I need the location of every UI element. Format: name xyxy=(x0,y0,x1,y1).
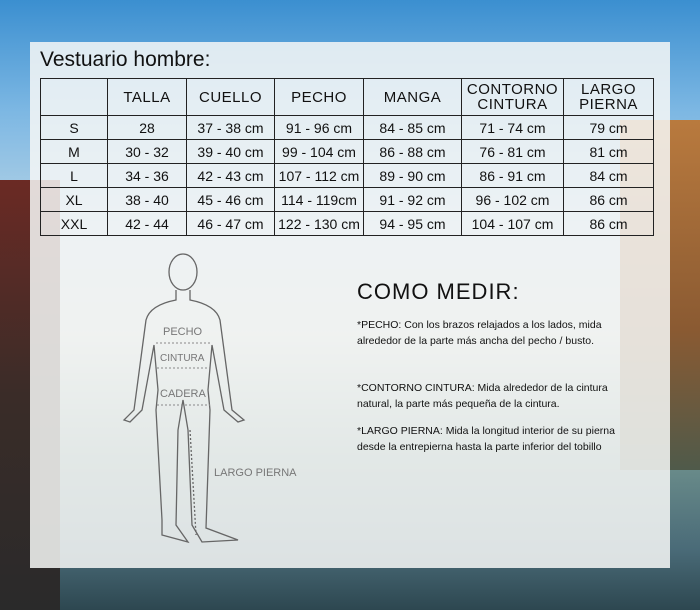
table-cell: 39 - 40 cm xyxy=(186,139,275,164)
table-cell: 45 - 46 cm xyxy=(186,187,275,212)
table-row: XL 38 - 40 45 - 46 cm 114 - 119cm 91 - 92 cm… xyxy=(40,187,654,212)
table-row: L 34 - 36 42 - 43 cm 107 - 112 cm 89 - 90 cm… xyxy=(40,163,654,188)
table-cell: 114 - 119cm xyxy=(274,187,364,212)
table-cell: 46 - 47 cm xyxy=(186,211,275,236)
table-cell: 94 - 95 cm xyxy=(363,211,462,236)
table-cell: 71 - 74 cm xyxy=(461,115,564,140)
label-cadera: CADERA xyxy=(160,388,206,400)
table-cell: 107 - 112 cm xyxy=(274,163,364,188)
table-cell: 76 - 81 cm xyxy=(461,139,564,164)
table-row: S 28 37 - 38 cm 91 - 96 cm 84 - 85 cm 71 - 74… xyxy=(40,115,654,140)
header-cell: PECHO xyxy=(274,78,364,116)
inseam-line xyxy=(189,429,197,536)
size-label-cell: XXL xyxy=(40,211,108,236)
table-cell: 96 - 102 cm xyxy=(461,187,564,212)
table-cell: 84 cm xyxy=(563,163,654,188)
table-cell: 30 - 32 xyxy=(107,139,187,164)
note-cintura: *CONTORNO CINTURA: Mida alrededor de la … xyxy=(357,382,608,410)
table-cell: 86 cm xyxy=(563,211,654,236)
table-cell: 91 - 96 cm xyxy=(274,115,364,140)
header-cell: TALLA xyxy=(107,78,187,116)
body-figure xyxy=(122,253,246,544)
how-to-measure-heading: COMO MEDIR: xyxy=(357,279,520,304)
table-cell: 37 - 38 cm xyxy=(186,115,275,140)
table-cell: 86 - 91 cm xyxy=(461,163,564,188)
table-cell: 81 cm xyxy=(563,139,654,164)
header-cell: MANGA xyxy=(363,78,462,116)
header-cell: LARGO PIERNA xyxy=(563,78,654,116)
chart-title: Vestuario hombre: xyxy=(40,48,211,71)
table-cell: 86 cm xyxy=(563,187,654,212)
table-cell: 28 xyxy=(107,115,187,140)
head-outline xyxy=(168,253,198,291)
table-cell: 42 - 44 xyxy=(107,211,187,236)
table-cell: 91 - 92 cm xyxy=(363,187,462,212)
header-cell xyxy=(40,78,108,116)
table-cell: 99 - 104 cm xyxy=(274,139,364,164)
body-outline xyxy=(122,290,246,544)
label-pecho: PECHO xyxy=(163,326,203,338)
note-largo-pierna: *LARGO PIERNA: Mida la longitud interior… xyxy=(357,425,615,453)
table-row: XXL 42 - 44 46 - 47 cm 122 - 130 cm 94 - 95 … xyxy=(40,211,654,236)
table-header-row: TALLA CUELLO PECHO MANGA CONTORNO CINTUR… xyxy=(40,78,654,116)
header-cell: CUELLO xyxy=(186,78,275,116)
table-cell: 84 - 85 cm xyxy=(363,115,462,140)
header-cell: CONTORNO CINTURA xyxy=(461,78,564,116)
table-cell: 42 - 43 cm xyxy=(186,163,275,188)
label-cintura: CINTURA xyxy=(160,353,205,364)
size-label-cell: XL xyxy=(40,187,108,212)
size-label-cell: L xyxy=(40,163,108,188)
size-label-cell: S xyxy=(40,115,108,140)
size-label-cell: M xyxy=(40,139,108,164)
table-cell: 38 - 40 xyxy=(107,187,187,212)
table-cell: 79 cm xyxy=(563,115,654,140)
size-table: TALLA CUELLO PECHO MANGA CONTORNO CINTUR… xyxy=(40,78,654,236)
label-largo-pierna: LARGO PIERNA xyxy=(214,467,297,479)
table-cell: 122 - 130 cm xyxy=(274,211,364,236)
table-cell: 86 - 88 cm xyxy=(363,139,462,164)
table-cell: 89 - 90 cm xyxy=(363,163,462,188)
table-cell: 104 - 107 cm xyxy=(461,211,564,236)
table-row: M 30 - 32 39 - 40 cm 99 - 104 cm 86 - 88 cm 7… xyxy=(40,139,654,164)
note-pecho: *PECHO: Con los brazos relajados a los l… xyxy=(357,319,602,347)
table-cell: 34 - 36 xyxy=(107,163,187,188)
